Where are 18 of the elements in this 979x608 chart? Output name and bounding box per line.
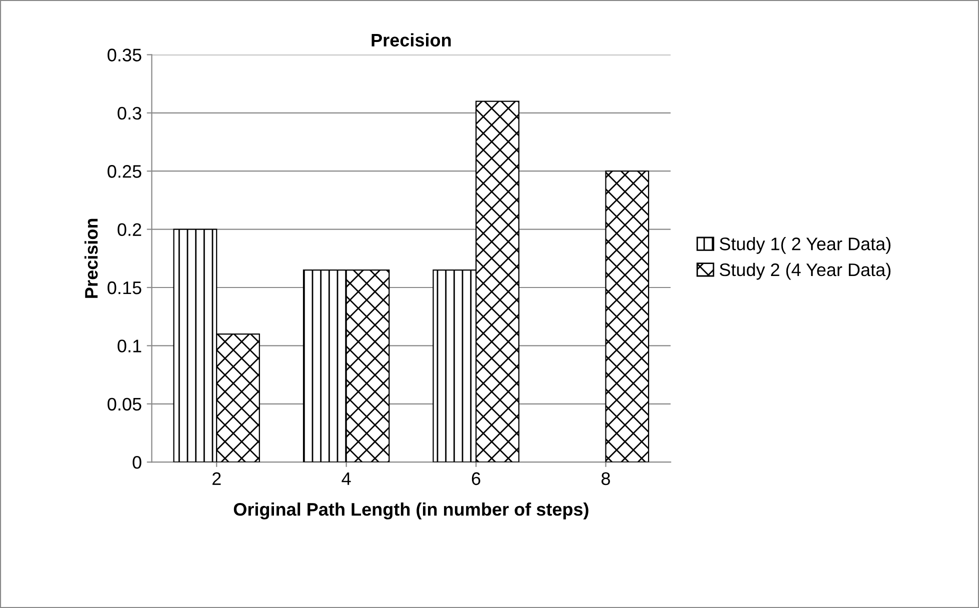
y-tick-label: 0.15 (108, 281, 142, 294)
legend-label: Study 2 (4 Year Data) (720, 262, 890, 280)
x-tick-label: 4 (342, 472, 351, 485)
bar (605, 170, 650, 462)
legend-label: Study 1( 2 Year Data) (720, 237, 890, 254)
chart-title: Precision (372, 33, 451, 47)
y-tick-label: 0.3 (118, 106, 142, 120)
y-tick-label: 0.35 (108, 48, 142, 62)
y-tick-label: 0 (132, 456, 142, 469)
x-tick-label: 8 (602, 472, 610, 486)
x-axis-title: Original Path Length (in number of steps) (234, 502, 588, 520)
x-tick-label: 2 (212, 472, 221, 485)
y-tick-label: 0.25 (108, 165, 142, 178)
y-axis-title: Precision (84, 218, 98, 298)
y-tick-label: 0.2 (118, 223, 142, 236)
x-tick-label: 6 (472, 472, 480, 486)
y-tick-label: 0.1 (118, 340, 142, 352)
y-tick-label: 0.05 (108, 398, 142, 411)
